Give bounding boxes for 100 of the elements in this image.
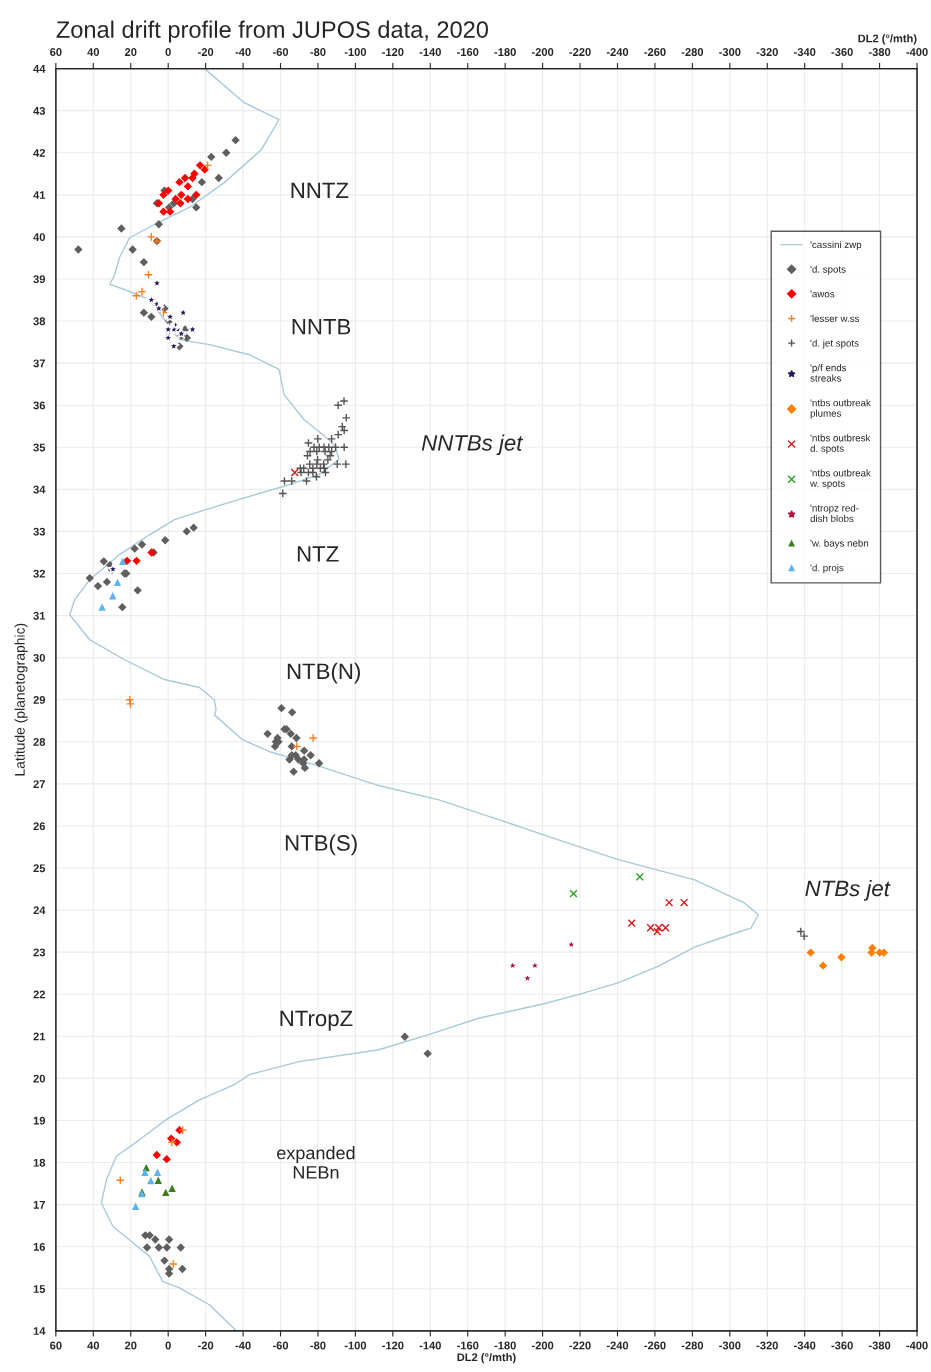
annotation: expanded NEBn [277,1146,355,1179]
y-tick-label: 14 [33,1327,46,1335]
x2-tick-label: -20 [198,48,214,56]
x2-tick-label: -140 [419,48,441,56]
y-tick-label: 26 [33,822,46,831]
y-tick-label: 22 [33,990,45,999]
x-tick-label: -400 [906,1341,928,1350]
x2-tick-label: 60 [50,48,62,56]
y-tick-label: 20 [33,1074,45,1083]
x-tick-label: -320 [756,1341,778,1350]
x2-tick-label: -40 [235,48,251,56]
y-tick-label: 33 [33,527,46,536]
legend-label: 'cassini zwp [810,240,862,251]
x-tick-label: -360 [831,1341,853,1350]
x2-axis-title: DL2 (°/mth) [858,34,917,45]
x-tick-label: -340 [794,1341,816,1350]
y-tick-label: 27 [33,780,45,788]
y-tick-label: 37 [33,359,45,368]
x2-tick-label: 20 [124,48,137,56]
x-tick-label: -160 [457,1341,479,1350]
x-tick-label: -300 [719,1341,741,1350]
y-tick-label: 28 [33,738,46,746]
x2-tick-label: -380 [868,48,891,56]
x-tick-label: -260 [644,1341,666,1350]
y-tick-label: 18 [33,1158,46,1167]
y-tick-label: 29 [33,695,46,704]
y-tick-label: 32 [33,569,45,578]
annotation: NNTZ [291,182,349,199]
x-tick-label: -40 [235,1341,251,1350]
y-tick-label: 30 [33,653,45,662]
annotation: NNTBs jet [421,434,524,456]
x2-tick-label: -320 [756,48,778,56]
x-tick-label: -140 [419,1341,441,1350]
y-tick-label: 17 [33,1201,45,1209]
y-tick-label: 44 [33,64,46,73]
x-tick-label: -240 [606,1341,629,1350]
x-tick-label: -200 [531,1341,554,1350]
x2-tick-label: 40 [87,48,100,56]
y-tick-label: 34 [33,485,46,494]
y-tick-label: 41 [33,191,46,199]
legend-label: 'd. spots [810,265,846,275]
x2-tick-label: -100 [344,48,367,56]
x-tick-label: 40 [87,1341,100,1350]
legend-label: 'ntbs outbresk d. spots [810,434,871,454]
x-tick-label: 60 [50,1341,62,1350]
x2-tick-label: -260 [644,48,666,56]
y-tick-label: 16 [33,1242,46,1251]
x-tick-label: -80 [310,1341,326,1350]
y-axis-title: Latitude (planetographic) [14,623,28,776]
y-tick-label: 38 [33,317,46,326]
x-tick-label: -280 [681,1341,704,1350]
legend-label: 'ntbs outbreak w. spots [810,469,871,489]
annotation: NTBs jet [805,879,891,901]
legend-label: 'w. bays nebn [810,539,869,549]
annotation: NTB(S) [285,834,357,856]
x2-tick-label: -200 [531,48,554,56]
legend-label: 'awos [810,290,835,298]
x2-tick-label: -400 [906,48,928,56]
x-tick-label: 0 [165,1341,171,1350]
y-tick-label: 19 [33,1116,46,1125]
x2-tick-label: -300 [719,48,741,56]
annotation: NNTB [292,319,351,335]
x-tick-label: -60 [272,1341,289,1350]
y-tick-label: 42 [33,149,45,157]
legend-label: 'lesser w.ss [810,314,860,322]
x-tick-label: -100 [344,1341,367,1350]
y-tick-label: 36 [33,401,46,410]
x2-tick-label: -280 [681,48,704,56]
x2-tick-label: -120 [382,48,404,56]
legend-label: 'ntropz red- dish blobs [810,504,859,523]
y-tick-label: 40 [33,233,45,242]
x2-tick-label: -240 [606,48,629,56]
legend-label: 'd. projs [810,564,844,574]
legend-label: 'd. jet spots [810,339,859,349]
legend-label: 'ntbs outbreak plumes [810,399,871,419]
x2-tick-label: -220 [569,48,591,56]
legend-label: 'p/f ends streaks [810,364,847,382]
y-tick-label: 25 [33,864,46,873]
x-axis-title: DL2 (°/mth) [457,1353,516,1364]
x2-tick-label: 0 [165,48,171,56]
x2-tick-label: -360 [831,48,853,56]
x-tick-label: 20 [124,1341,137,1350]
x2-tick-label: -160 [457,48,479,56]
x2-tick-label: -80 [310,48,326,56]
y-tick-label: 35 [33,443,46,452]
x2-tick-label: -60 [272,48,289,56]
x-tick-label: -220 [569,1341,591,1350]
y-tick-label: 23 [33,948,46,957]
x-tick-label: -380 [868,1341,891,1350]
y-tick-label: 39 [33,275,46,284]
annotation: NTropZ [280,1010,353,1031]
x-tick-label: -20 [198,1341,214,1350]
annotation: NTZ [297,546,339,562]
x-tick-label: -120 [382,1341,404,1350]
y-tick-label: 31 [33,611,46,620]
x-tick-label: -180 [494,1341,516,1350]
y-tick-label: 15 [33,1285,46,1293]
x2-tick-label: -180 [494,48,516,56]
chart-title: Zonal drift profile from JUPOS data, 2020 [56,20,489,43]
annotation: NTB(N) [287,662,360,684]
